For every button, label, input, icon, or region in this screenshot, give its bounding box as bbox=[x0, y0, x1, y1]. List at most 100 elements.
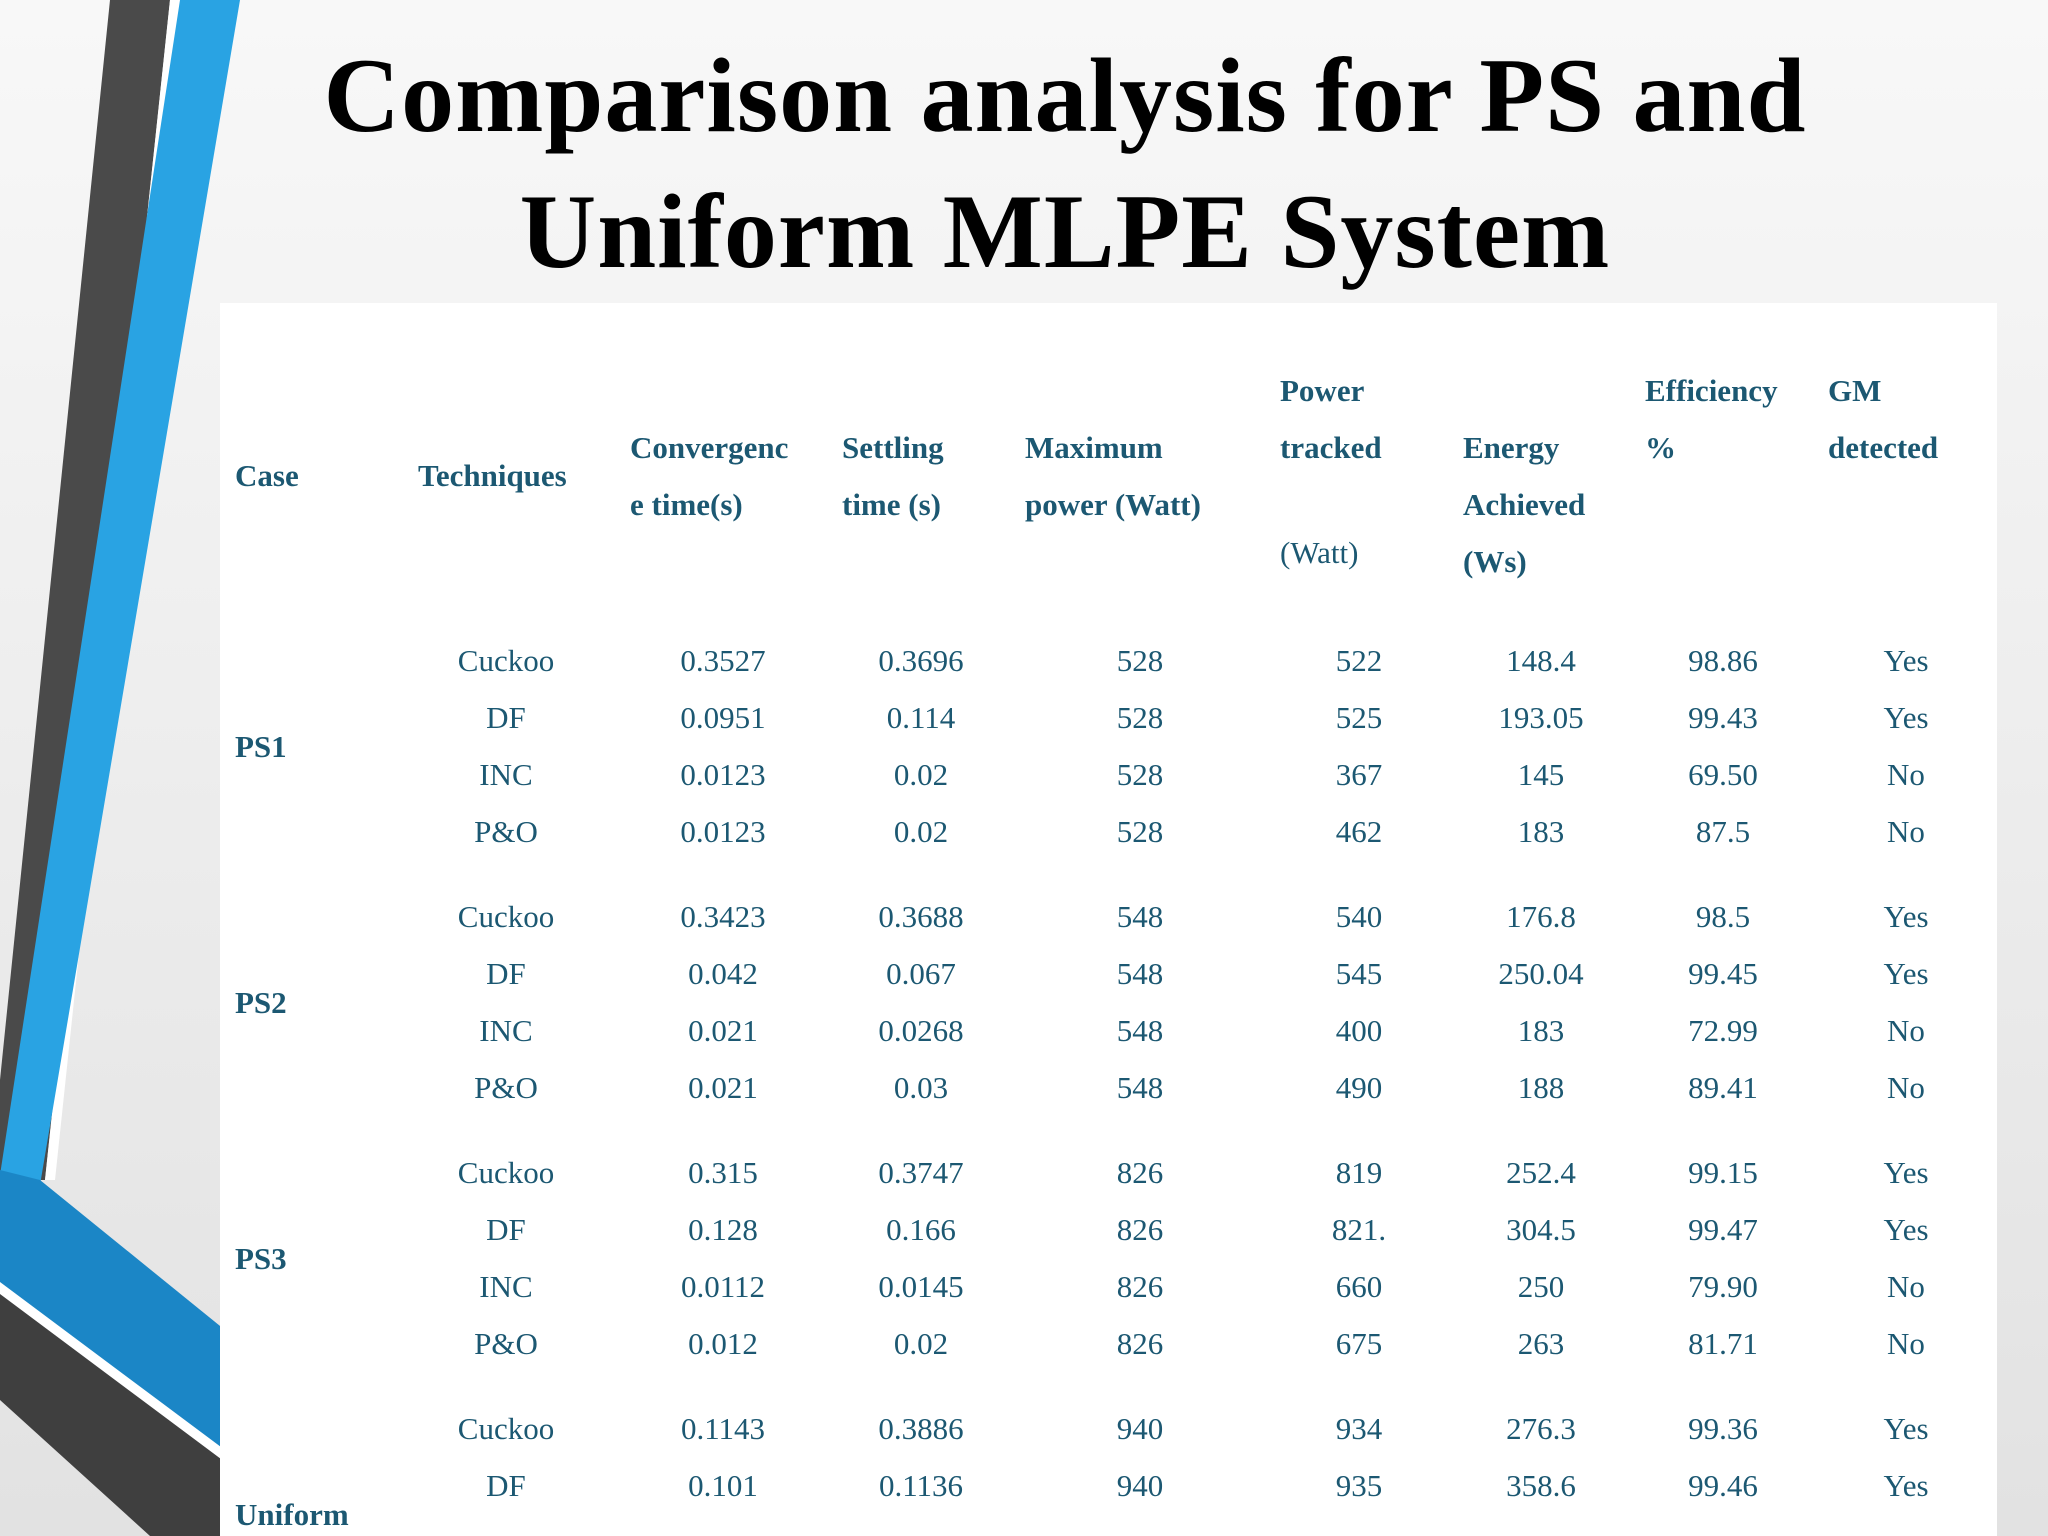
white-gap-lower bbox=[0, 1282, 225, 1462]
case-label: PS2 bbox=[235, 984, 287, 1020]
cell-convergence: 0.0112 bbox=[680, 1269, 766, 1304]
cell-power-tracked: 934 bbox=[1335, 1411, 1383, 1446]
cell-gm-detected: No bbox=[1887, 1269, 1925, 1304]
dark-stripe-lower bbox=[0, 1290, 225, 1536]
cell-max-power: 528 bbox=[1116, 643, 1164, 678]
cell-power-tracked: 462 bbox=[1335, 814, 1383, 849]
cell-convergence: 0.3527 bbox=[680, 643, 766, 678]
slide-title: Comparison analysis for PS and Uniform M… bbox=[230, 28, 1900, 300]
header-techniques: Techniques bbox=[418, 458, 567, 493]
cell-technique: INC bbox=[479, 757, 533, 792]
case-label: PS3 bbox=[235, 1240, 287, 1276]
cell-technique: DF bbox=[486, 700, 526, 735]
header-power-tracked: Power tracked (Watt) bbox=[1280, 373, 1382, 570]
cell-gm-detected: Yes bbox=[1883, 700, 1929, 735]
title-line-2: Uniform MLPE System bbox=[519, 173, 1611, 290]
cell-settling: 0.1136 bbox=[878, 1468, 964, 1503]
cell-max-power: 826 bbox=[1116, 1212, 1164, 1247]
cell-gm-detected: No bbox=[1887, 1013, 1925, 1048]
cell-gm-detected: No bbox=[1887, 814, 1925, 849]
cell-settling: 0.02 bbox=[893, 814, 949, 849]
cell-energy: 263 bbox=[1517, 1326, 1565, 1361]
cell-max-power: 826 bbox=[1116, 1155, 1164, 1190]
dark-stripe-upper bbox=[0, 0, 170, 1180]
cell-convergence: 0.0123 bbox=[680, 757, 766, 792]
blue-stripe-upper bbox=[0, 0, 240, 1185]
cell-energy: 188 bbox=[1517, 1070, 1565, 1105]
cell-energy: 176.8 bbox=[1506, 899, 1576, 934]
cell-efficiency: 69.50 bbox=[1688, 757, 1758, 792]
cell-efficiency: 99.36 bbox=[1688, 1411, 1758, 1446]
cell-technique: Cuckoo bbox=[457, 899, 555, 934]
cell-settling: 0.3886 bbox=[878, 1411, 964, 1446]
cell-efficiency: 98.86 bbox=[1688, 643, 1758, 678]
cell-max-power: 528 bbox=[1116, 700, 1164, 735]
cell-max-power: 528 bbox=[1116, 814, 1164, 849]
cell-convergence: 0.1143 bbox=[680, 1411, 766, 1446]
cell-settling: 0.114 bbox=[886, 700, 956, 735]
header-maximum-power: Maximum power (Watt) bbox=[1025, 430, 1201, 522]
cell-max-power: 548 bbox=[1116, 1013, 1164, 1048]
cell-settling: 0.067 bbox=[886, 956, 956, 991]
cell-max-power: 940 bbox=[1116, 1411, 1164, 1446]
cell-power-tracked: 367 bbox=[1335, 757, 1383, 792]
cell-efficiency: 99.46 bbox=[1688, 1468, 1758, 1503]
case-label: Uniform bbox=[235, 1496, 349, 1532]
cell-technique: INC bbox=[479, 1269, 533, 1304]
case-label: PS1 bbox=[235, 728, 287, 764]
cell-energy: 145 bbox=[1517, 757, 1565, 792]
cell-energy: 358.6 bbox=[1506, 1468, 1576, 1503]
cell-settling: 0.166 bbox=[886, 1212, 956, 1247]
cell-power-tracked: 935 bbox=[1335, 1468, 1383, 1503]
cell-energy: 183 bbox=[1517, 814, 1565, 849]
cell-gm-detected: Yes bbox=[1883, 1411, 1929, 1446]
cell-settling: 0.3747 bbox=[878, 1155, 964, 1190]
cell-energy: 148.4 bbox=[1506, 643, 1576, 678]
blue-stripe-lower bbox=[0, 1170, 225, 1460]
cell-energy: 193.05 bbox=[1498, 700, 1584, 735]
cell-power-tracked: 675 bbox=[1335, 1326, 1383, 1361]
cell-energy: 276.3 bbox=[1506, 1411, 1576, 1446]
cell-efficiency: 99.43 bbox=[1688, 700, 1758, 735]
white-gap-stripe bbox=[45, 0, 180, 1180]
cell-power-tracked: 819 bbox=[1335, 1155, 1383, 1190]
cell-technique: Cuckoo bbox=[457, 643, 555, 678]
cell-technique: INC bbox=[479, 1013, 533, 1048]
cell-gm-detected: Yes bbox=[1883, 643, 1929, 678]
cell-efficiency: 79.90 bbox=[1688, 1269, 1758, 1304]
cell-energy: 250 bbox=[1517, 1269, 1565, 1304]
cell-power-tracked: 821. bbox=[1331, 1212, 1387, 1247]
cell-convergence: 0.315 bbox=[688, 1155, 758, 1190]
cell-gm-detected: Yes bbox=[1883, 1155, 1929, 1190]
comparison-table: Case Techniques Convergenc e time(s) Set… bbox=[220, 303, 1997, 1536]
header-gm-detected: GM detected bbox=[1828, 373, 1939, 465]
cell-convergence: 0.128 bbox=[688, 1212, 758, 1247]
cell-energy: 183 bbox=[1517, 1013, 1565, 1048]
cell-power-tracked: 540 bbox=[1335, 899, 1383, 934]
cell-efficiency: 99.47 bbox=[1688, 1212, 1758, 1247]
cell-max-power: 528 bbox=[1116, 757, 1164, 792]
cell-power-tracked: 400 bbox=[1335, 1013, 1383, 1048]
cell-power-tracked: 490 bbox=[1335, 1070, 1383, 1105]
cell-max-power: 548 bbox=[1116, 899, 1164, 934]
cell-convergence: 0.021 bbox=[688, 1070, 758, 1105]
cell-gm-detected: Yes bbox=[1883, 1468, 1929, 1503]
cell-efficiency: 98.5 bbox=[1695, 899, 1751, 934]
cell-energy: 304.5 bbox=[1506, 1212, 1576, 1247]
cell-energy: 252.4 bbox=[1506, 1155, 1576, 1190]
cell-gm-detected: No bbox=[1887, 1070, 1925, 1105]
header-efficiency: Efficiency % bbox=[1645, 373, 1778, 465]
cell-convergence: 0.042 bbox=[688, 956, 758, 991]
cell-efficiency: 72.99 bbox=[1688, 1013, 1758, 1048]
cell-technique: DF bbox=[486, 1212, 526, 1247]
cell-settling: 0.02 bbox=[893, 1326, 949, 1361]
cell-power-tracked: 545 bbox=[1335, 956, 1383, 991]
cell-gm-detected: No bbox=[1887, 757, 1925, 792]
cell-technique: Cuckoo bbox=[457, 1411, 555, 1446]
cell-power-tracked: 525 bbox=[1335, 700, 1383, 735]
cell-efficiency: 99.45 bbox=[1688, 956, 1758, 991]
cell-technique: DF bbox=[486, 956, 526, 991]
header-convergence-time: Convergenc e time(s) bbox=[630, 430, 789, 522]
cell-technique: DF bbox=[486, 1468, 526, 1503]
cell-convergence: 0.021 bbox=[688, 1013, 758, 1048]
